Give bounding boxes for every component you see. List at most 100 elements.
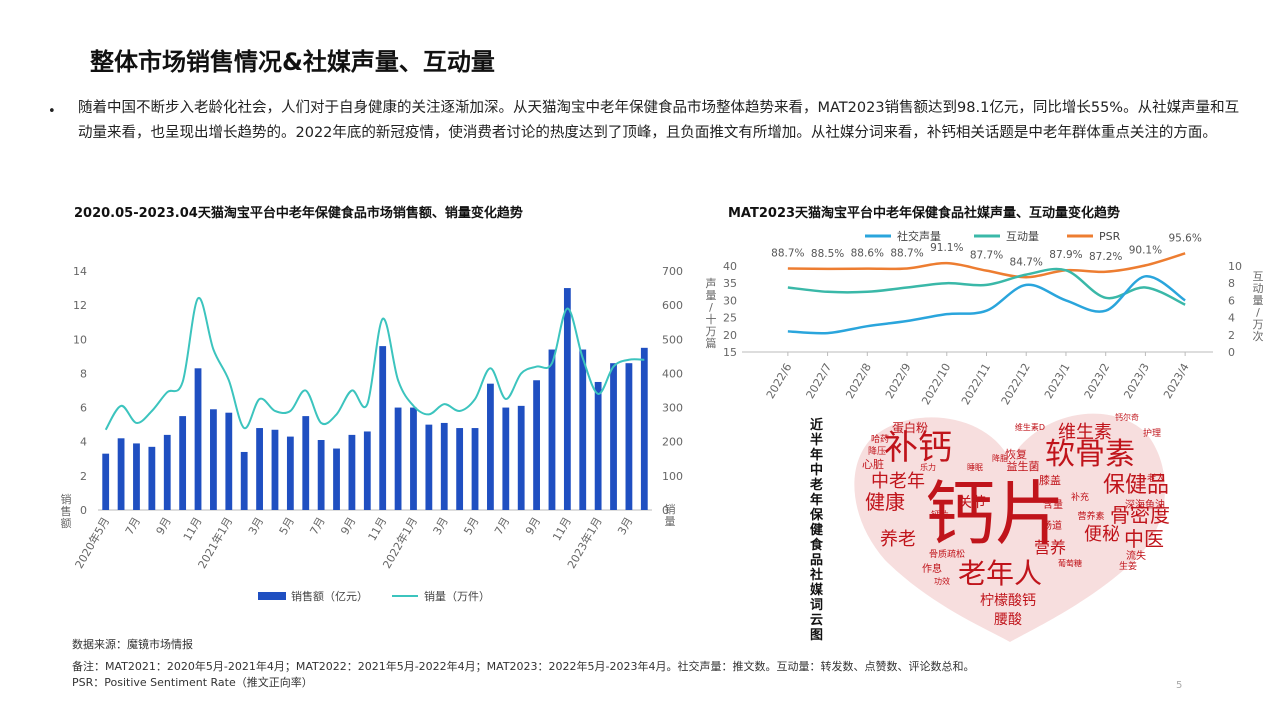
- y-tick-label: 2: [80, 470, 87, 483]
- wordcloud-word: 膝盖: [1039, 473, 1061, 487]
- y2-axis-title-char: 万: [1253, 318, 1264, 331]
- psr-data-label: 87.2%: [1089, 251, 1122, 263]
- psr-data-label: 95.6%: [1168, 232, 1201, 244]
- y2-tick-label: 4: [1228, 312, 1235, 325]
- legend-label-sales: 销售额（亿元）: [291, 589, 368, 603]
- y-axis-title-char: 售: [61, 504, 72, 518]
- y-tick-label: 8: [80, 367, 87, 380]
- y-tick-label: 10: [73, 333, 87, 346]
- legend-label: PSR: [1099, 230, 1121, 243]
- wordcloud-word: 营养素: [1077, 510, 1104, 522]
- y-tick-label: 0: [80, 504, 87, 517]
- x-tick-label: 9月: [523, 515, 543, 537]
- wordcloud-word: 心脏: [862, 458, 884, 471]
- wordcloud-word: 恢复: [1005, 447, 1027, 461]
- y2-tick-label: 8: [1228, 277, 1235, 290]
- bar: [194, 368, 202, 510]
- wordcloud-heart-shape: [854, 413, 1165, 642]
- y2-axis-title-char: 销: [665, 502, 676, 516]
- bar: [225, 412, 233, 510]
- bar: [179, 416, 187, 510]
- x-tick-label: 9月: [338, 515, 358, 537]
- y-tick-label: 40: [723, 260, 737, 273]
- y2-tick-label: 100: [662, 470, 683, 483]
- wordcloud-word: 葡萄糖: [1058, 558, 1082, 568]
- x-tick-label: 2022/6: [764, 361, 795, 401]
- bar: [640, 347, 648, 510]
- bar: [133, 443, 140, 510]
- bullet-dot: •: [48, 104, 56, 119]
- footnote-psr: PSR：Positive Sentiment Rate（推文正向率）: [72, 676, 313, 689]
- wordcloud-word: 中老年: [871, 471, 925, 492]
- wordcloud-word: 补充: [1071, 491, 1089, 503]
- psr-data-label: 88.7%: [890, 247, 923, 259]
- wordcloud-word: 生姜: [1119, 560, 1137, 572]
- bar: [610, 363, 617, 510]
- x-tick-label: 7月: [307, 515, 327, 537]
- wordcloud-word: 睡眠: [967, 463, 983, 472]
- social-volume-line: [787, 275, 1186, 335]
- x-tick-label: 9月: [154, 515, 174, 537]
- y-axis-title-char: 十: [706, 312, 717, 326]
- y-axis-title-char: 额: [61, 517, 72, 530]
- y2-tick-label: 700: [662, 265, 683, 278]
- x-tick-label: 11月: [181, 515, 205, 543]
- y2-tick-label: 10: [1228, 260, 1242, 273]
- left-chart-title: 2020.05-2023.04天猫淘宝平台中老年保健食品市场销售额、销量变化趋势: [74, 206, 523, 221]
- wordcloud-word: 作息: [922, 562, 942, 575]
- y2-axis-title-char: 量: [1253, 294, 1264, 307]
- y2-axis-title-char: 次: [1253, 329, 1264, 343]
- wordcloud-word: 钙片: [931, 509, 949, 521]
- y-tick-label: 12: [73, 299, 87, 312]
- wordcloud-word: 柠檬酸钙: [980, 593, 1036, 609]
- bar: [456, 428, 464, 510]
- x-tick-label: 2022/8: [843, 361, 874, 401]
- wordcloud-word: 降压: [868, 445, 886, 457]
- wordcloud-word: 补钙: [884, 428, 952, 468]
- bar: [102, 453, 110, 510]
- wordcloud-word: 营养: [1034, 538, 1066, 557]
- bar: [502, 407, 510, 510]
- wordcloud-word: 健康: [865, 490, 905, 514]
- wordcloud-word: 肠道: [1042, 519, 1062, 532]
- x-tick-label: 3月: [615, 515, 635, 537]
- x-tick-label: 11月: [366, 515, 390, 543]
- y2-tick-label: 0: [662, 504, 669, 517]
- y-axis-title-char: /: [709, 301, 713, 314]
- x-tick-label: 2022/12: [999, 361, 1033, 407]
- x-tick-label: 2022/10: [919, 361, 953, 407]
- wordcloud-word: 含量: [1043, 498, 1063, 511]
- wordcloud-word: 维生素: [1058, 422, 1112, 443]
- psr-data-label: 88.7%: [771, 247, 804, 259]
- y2-axis-title-char: 互: [1253, 270, 1264, 283]
- wordcloud-word: 功效: [934, 576, 950, 586]
- y-axis-title-char: 量: [706, 289, 717, 302]
- wordcloud-word: 软骨素: [1045, 437, 1135, 472]
- bar: [148, 446, 156, 510]
- y-tick-label: 30: [723, 294, 737, 307]
- bar: [379, 346, 387, 510]
- x-tick-label: 5月: [277, 515, 297, 537]
- x-tick-label: 3月: [431, 515, 451, 537]
- wordcloud-word: 养老: [880, 529, 916, 550]
- y-tick-label: 14: [73, 265, 87, 278]
- wordcloud-word: 中医: [1124, 527, 1164, 551]
- x-tick-label: 2022/7: [804, 361, 835, 401]
- x-tick-label: 2022/11: [959, 361, 993, 407]
- bar: [210, 409, 217, 510]
- bar: [302, 416, 310, 510]
- bar: [533, 380, 540, 510]
- wordcloud-word: 关节: [958, 495, 986, 511]
- legend-label-volume: 销量（万件）: [424, 589, 490, 603]
- bar: [256, 428, 263, 510]
- y-tick-label: 15: [723, 346, 737, 359]
- y2-axis-title-char: 动: [1253, 282, 1264, 295]
- wordcloud-title: 近半年中老年保健食品社媒词云图: [810, 418, 824, 643]
- y-tick-label: 35: [723, 277, 737, 290]
- wordcloud-word: 维生素D: [1015, 422, 1045, 432]
- legend-swatch-sales: [258, 592, 286, 600]
- y2-tick-label: 500: [662, 333, 683, 346]
- bar: [548, 349, 556, 510]
- x-tick-label: 2022/9: [883, 361, 914, 401]
- wordcloud-word: 降脂: [992, 453, 1008, 463]
